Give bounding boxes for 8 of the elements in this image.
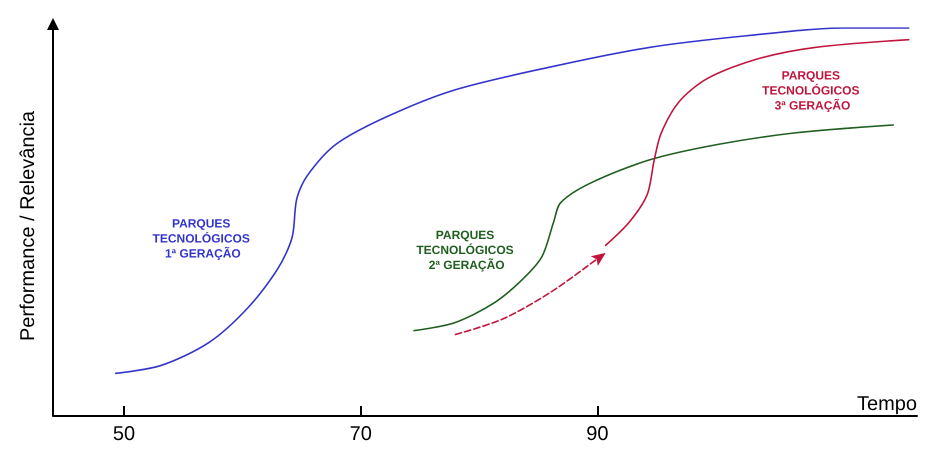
series-label: PARQUES TECNOLÓGICOS 3ª GERAÇÃO: [762, 68, 863, 112]
x-tick-label: 90: [586, 423, 609, 445]
x-tick-label: 50: [112, 423, 136, 445]
series-label: PARQUES TECNOLÓGICOS 2ª GERAÇÃO: [416, 228, 518, 272]
x-tick-label: 70: [350, 423, 372, 445]
x-axis-title: Tempo: [856, 393, 917, 415]
text: PARQUES TECNOLÓGICOS 1ª GERAÇÃO: [152, 216, 254, 261]
y-axis-title: Performance / Relevância: [17, 110, 39, 342]
